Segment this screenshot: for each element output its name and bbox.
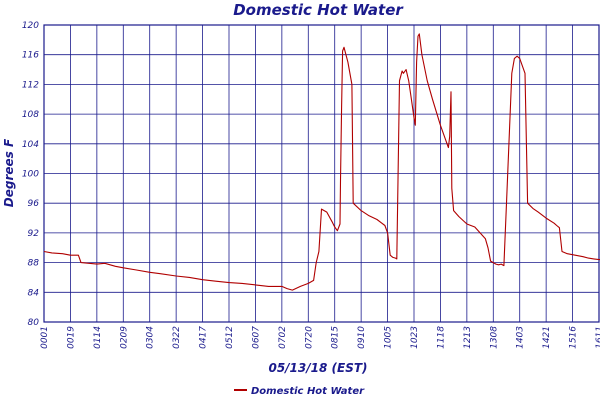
y-axis-ticks: 80 84 88 92 96 100 104 108 112 116 120	[22, 21, 39, 328]
x-tick-label: 0114	[93, 326, 103, 349]
y-tick-label: 108	[22, 110, 39, 120]
x-axis-title: 05/13/18 (EST)	[268, 361, 367, 375]
y-tick-label: 100	[22, 170, 39, 180]
x-tick-label: 1308	[489, 326, 499, 349]
x-tick-label: 1118	[436, 326, 446, 349]
x-axis-ticks: 0001 0019 0114 0209 0304 0322 0417 0512 0607 0702…	[40, 326, 600, 349]
y-tick-label: 80	[28, 318, 40, 328]
y-axis-title: Degrees F	[2, 138, 16, 207]
y-tick-label: 88	[28, 259, 40, 269]
x-tick-label: 0417	[199, 326, 209, 349]
y-tick-label: 84	[28, 288, 40, 298]
grid	[44, 25, 599, 322]
x-tick-label: 0001	[40, 326, 50, 349]
legend: Domestic Hot Water	[234, 386, 365, 397]
x-tick-label: 0304	[146, 326, 156, 349]
x-tick-label: 0019	[66, 326, 76, 349]
series-layer	[43, 33, 600, 291]
y-tick-label: 120	[22, 21, 39, 31]
x-tick-label: 0815	[331, 326, 341, 349]
x-tick-label: 0720	[304, 326, 314, 349]
x-tick-label: 0209	[119, 326, 129, 349]
x-tick-label: 1023	[410, 326, 420, 349]
x-tick-label: 1611	[595, 326, 600, 349]
x-tick-label: 1213	[463, 326, 473, 349]
y-tick-label: 112	[22, 80, 39, 90]
x-tick-label: 0702	[278, 326, 288, 349]
y-tick-label: 96	[28, 199, 40, 209]
x-tick-label: 1516	[569, 326, 579, 349]
x-tick-label: 1421	[542, 326, 552, 349]
y-tick-label: 92	[28, 229, 40, 239]
y-tick-label: 116	[22, 51, 39, 61]
chart-title: Domestic Hot Water	[233, 1, 404, 19]
x-tick-label: 1403	[516, 326, 526, 349]
x-tick-label: 1005	[384, 326, 394, 349]
y-tick-label: 104	[22, 140, 39, 150]
x-tick-label: 0607	[251, 326, 261, 349]
legend-label: Domestic Hot Water	[251, 386, 365, 397]
series-line-domestic-hot-water	[43, 33, 600, 291]
x-tick-label: 0910	[357, 326, 367, 349]
x-tick-label: 0512	[225, 326, 235, 349]
x-tick-label: 0322	[172, 326, 182, 349]
